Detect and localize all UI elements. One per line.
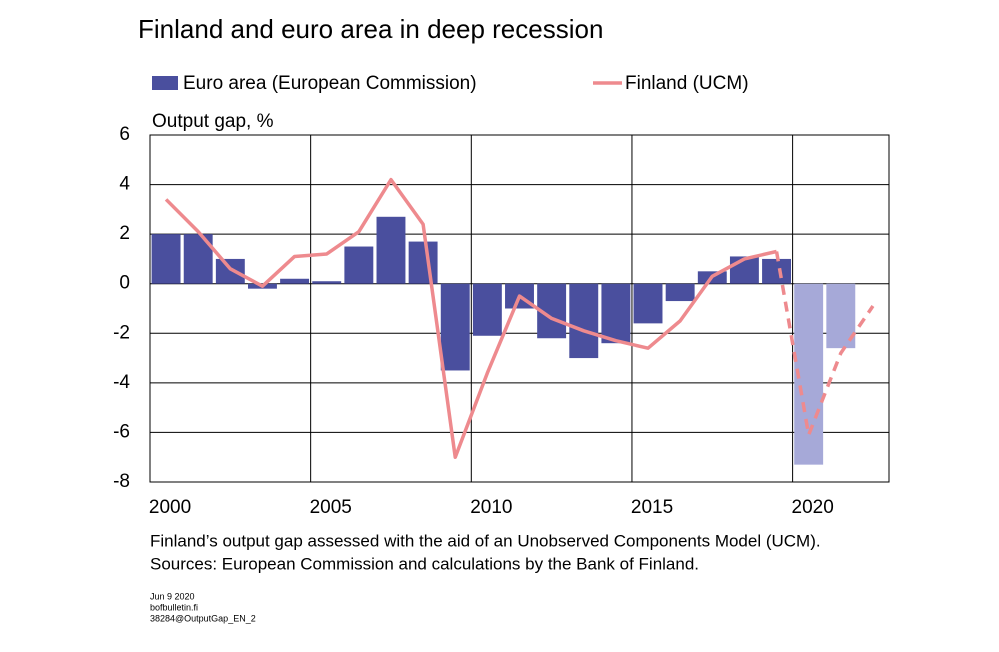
- bar: [472, 283, 502, 336]
- y-tick-label: 0: [119, 273, 130, 294]
- bar: [440, 283, 470, 371]
- bar: [376, 216, 406, 284]
- x-tick-label: 2010: [470, 497, 512, 518]
- note: Finland’s output gap assessed with the a…: [150, 531, 821, 550]
- bar: [344, 246, 374, 284]
- bar: [280, 278, 310, 284]
- y-axis-label: Output gap, %: [152, 111, 274, 132]
- bar: [408, 241, 438, 284]
- y-tick-label: -8: [113, 471, 130, 492]
- legend-swatch: [152, 76, 178, 90]
- footer-id: 38284@OutputGap_EN_2: [150, 613, 256, 623]
- plot-frame: [149, 134, 890, 483]
- bar: [151, 234, 181, 284]
- bar: [569, 283, 599, 359]
- footer-date: Jun 9 2020: [150, 591, 195, 601]
- y-tick-label: -2: [113, 322, 130, 343]
- y-tick-label: -4: [113, 372, 130, 393]
- y-tick-label: 4: [119, 174, 130, 195]
- bar: [312, 281, 342, 284]
- bar: [601, 283, 631, 344]
- y-tick-label: 2: [119, 223, 130, 244]
- x-tick-label: 2015: [631, 497, 673, 518]
- line: [164, 177, 777, 459]
- chart-title: Finland and euro area in deep recession: [138, 14, 603, 44]
- x-tick-label: 2020: [792, 497, 834, 518]
- bar: [215, 258, 245, 284]
- source: Sources: European Commission and calcula…: [150, 554, 699, 573]
- bar: [729, 256, 759, 284]
- bar: [633, 283, 663, 324]
- legend-label: Euro area (European Commission): [183, 73, 477, 94]
- bar: [762, 258, 792, 284]
- bar: [665, 283, 695, 302]
- y-tick-label: 6: [119, 124, 130, 145]
- footer-site: bofbulletin.fi: [150, 602, 198, 612]
- x-tick-label: 2000: [149, 497, 191, 518]
- legend-label: Finland (UCM): [625, 73, 749, 94]
- y-tick-label: -6: [113, 421, 130, 442]
- line: [774, 251, 875, 437]
- x-tick-label: 2005: [310, 497, 352, 518]
